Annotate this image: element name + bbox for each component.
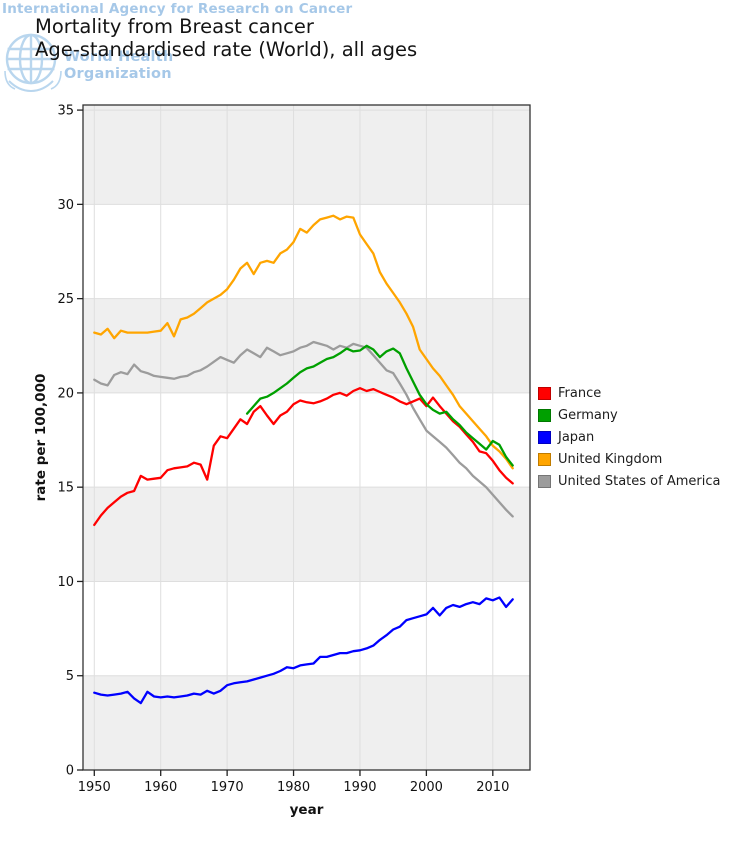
legend-item-japan[interactable]: Japan <box>538 429 720 445</box>
y-axis-title: rate per 100,000 <box>33 374 49 502</box>
legend-label-france: France <box>558 385 602 401</box>
legend-swatch-germany <box>538 408 551 422</box>
x-tick-label: 1950 <box>78 780 111 795</box>
plot-band <box>83 105 530 205</box>
legend-label-united-kingdom: United Kingdom <box>558 451 663 467</box>
series-line-united-states-of-america <box>93 340 514 518</box>
who-logo <box>4 33 62 93</box>
legend-label-japan: Japan <box>558 429 595 445</box>
series-line-france <box>93 387 514 527</box>
legend-label-united-states-of-america: United States of America <box>558 473 721 489</box>
legend-item-united-states-of-america[interactable]: United States of America <box>538 473 721 489</box>
y-tick-label: 0 <box>66 764 74 779</box>
plot-border <box>82 104 531 771</box>
y-tick-label: 25 <box>57 292 74 307</box>
y-tick-label: 5 <box>66 669 74 684</box>
x-tick-label: 1970 <box>211 780 244 795</box>
y-tick-label: 20 <box>57 386 74 401</box>
legend-item-france[interactable]: France <box>538 385 720 401</box>
x-tick-label: 2000 <box>410 780 443 795</box>
y-tick-label: 15 <box>57 481 74 496</box>
legend: France Germany Japan United Kingdom United S… <box>538 386 720 496</box>
series-line-germany <box>245 344 514 467</box>
legend-swatch-united-kingdom <box>538 452 551 466</box>
legend-item-united-kingdom[interactable]: United Kingdom <box>538 451 720 467</box>
plot-band <box>83 487 530 582</box>
legend-label-germany: Germany <box>558 407 618 423</box>
series-line-japan <box>93 596 514 705</box>
x-tick-label: 2010 <box>476 780 509 795</box>
who-globe-icon <box>4 33 62 93</box>
plot-band <box>83 675 530 770</box>
chart-title: Mortality from Breast cancer <box>35 15 314 38</box>
legend-swatch-japan <box>538 430 551 444</box>
legend-swatch-france <box>538 386 551 400</box>
y-tick-label: 10 <box>57 575 74 590</box>
x-axis-title: year <box>290 802 324 818</box>
legend-item-germany[interactable]: Germany <box>538 407 720 423</box>
x-tick-label: 1990 <box>343 780 376 795</box>
y-tick-label: 30 <box>57 198 74 213</box>
series-line-united-kingdom <box>93 214 514 470</box>
plot-panel <box>83 105 530 770</box>
chart-subtitle: Age-standardised rate (World), all ages <box>35 38 418 61</box>
x-tick-label: 1960 <box>144 780 177 795</box>
y-tick-label: 35 <box>57 104 74 119</box>
iarc-watermark-text: International Agency for Research on Can… <box>2 1 353 17</box>
x-tick-label: 1980 <box>277 780 310 795</box>
who-logo-text-world-health: World Health <box>64 49 174 65</box>
legend-swatch-united-states-of-america <box>538 474 551 488</box>
who-logo-text-organization: Organization <box>64 66 172 82</box>
